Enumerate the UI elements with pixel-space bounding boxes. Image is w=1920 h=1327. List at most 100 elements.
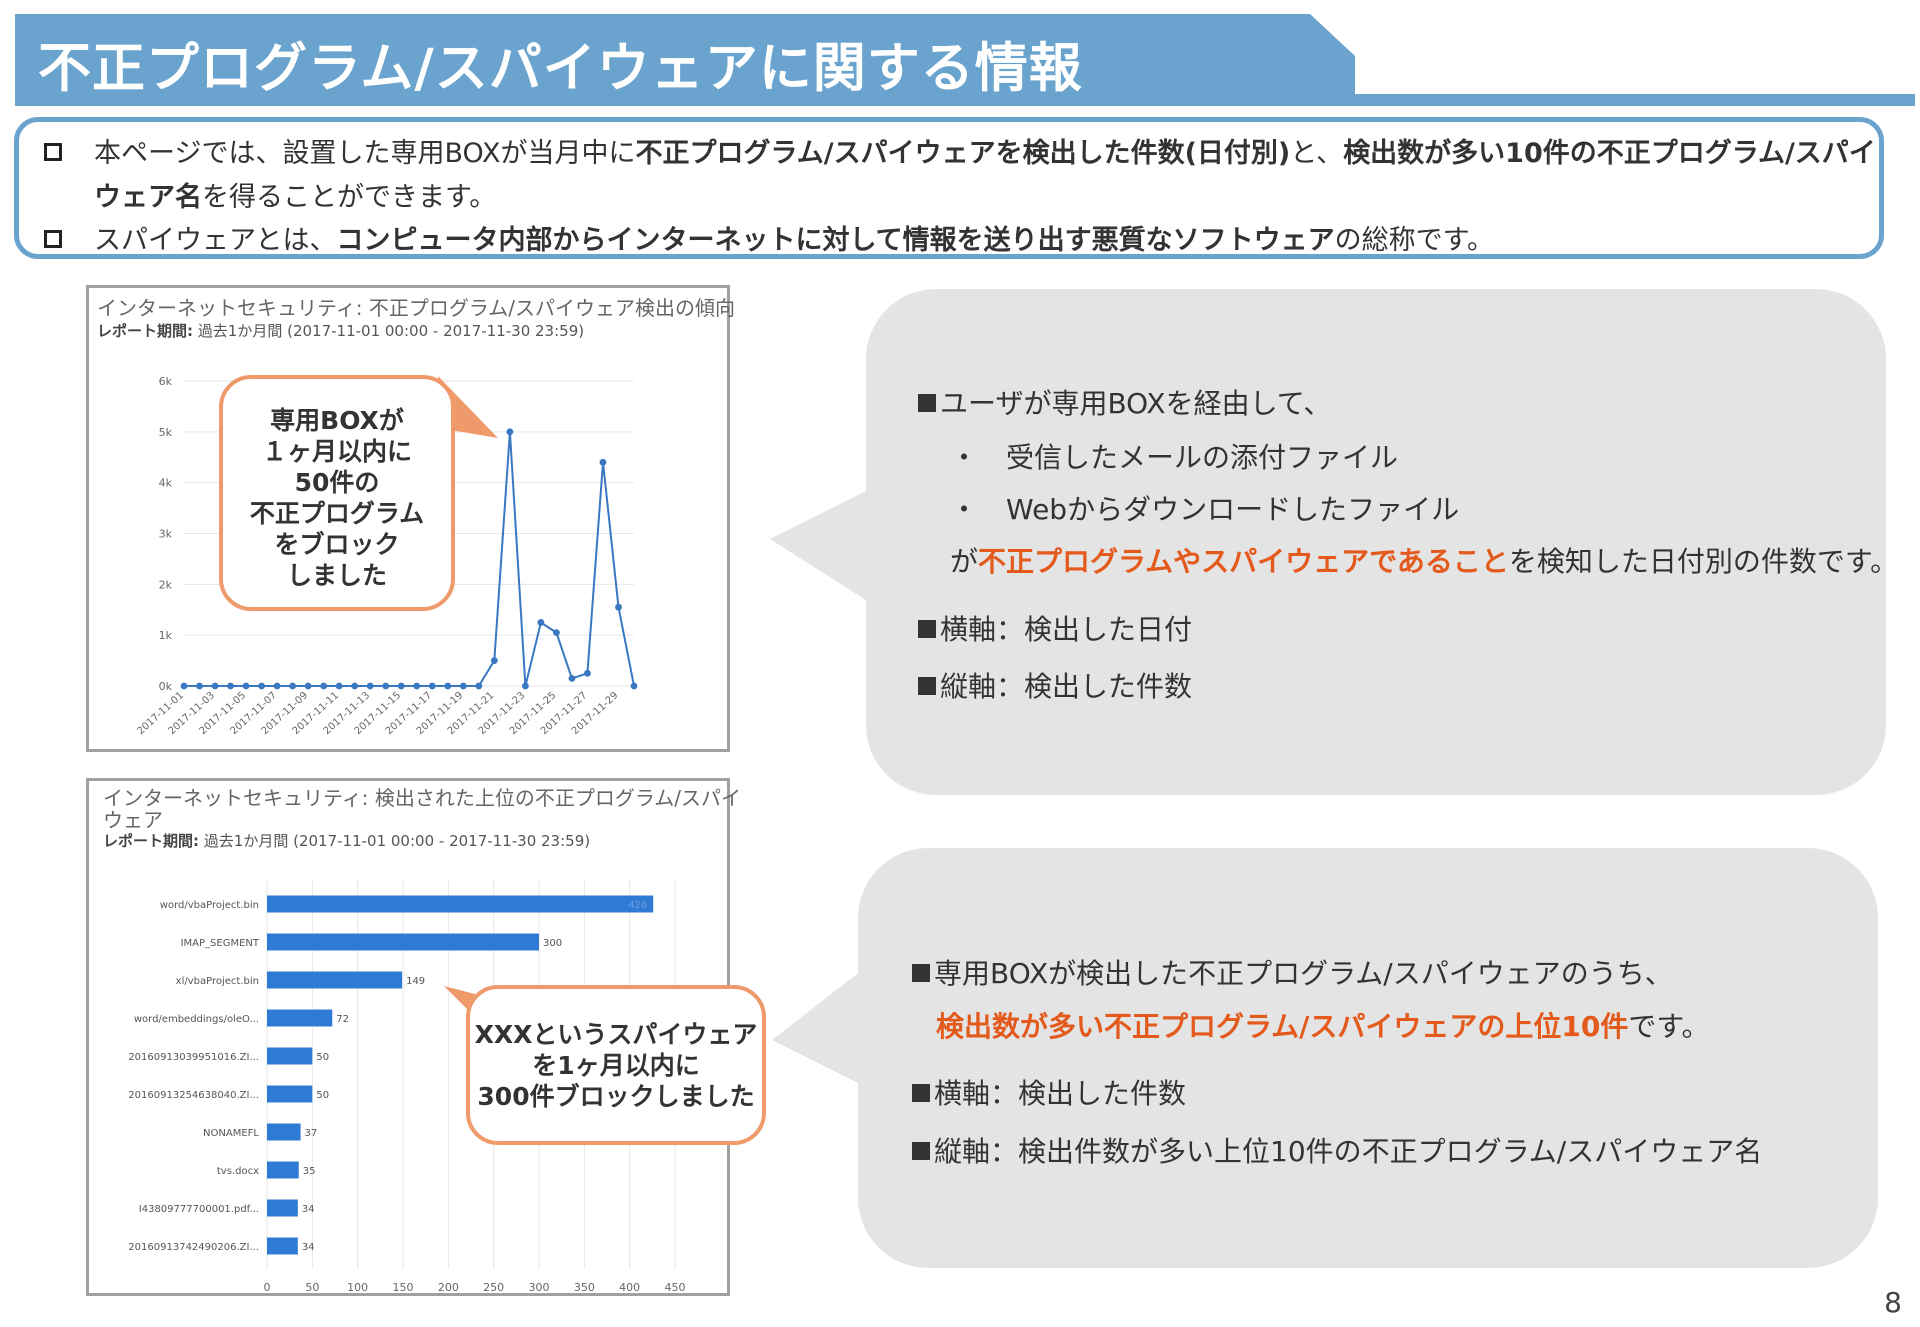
intro-line-1-segment: と、	[1290, 138, 1344, 169]
title-rule	[15, 94, 1915, 106]
bar	[267, 1085, 313, 1103]
report-period: レポート期間: 過去1か月間 (2017-11-01 00:00 - 2017-…	[103, 832, 591, 850]
data-point	[444, 682, 452, 690]
x-tick-label: 150	[393, 1281, 414, 1293]
intro-line-1-segment: 検出数が多い10件の不正プログラム/スパイ	[1343, 138, 1876, 169]
x-tick-label: 400	[619, 1281, 640, 1293]
data-point	[568, 674, 576, 682]
intro-line-3-segment: スパイウェアとは、	[94, 225, 337, 256]
data-point	[537, 619, 545, 626]
data-label: 72	[336, 1014, 349, 1025]
data-point	[490, 657, 498, 664]
intro-line-2-segment: を得ることができます。	[202, 182, 497, 213]
bubble2-yaxis: 縦軸：検出件数が多い上位10件の不正プログラム/スパイウェア名	[912, 1130, 1762, 1170]
x-tick-label: 0	[264, 1281, 271, 1293]
chart-panel-trend: インターネットセキュリティ: 不正プログラム/スパイウェア検出の傾向 レポート期…	[86, 285, 735, 752]
bubble1-yaxis: 縦軸：検出した件数	[918, 665, 1192, 705]
intro-line-3-segment: コンピュータ内部からインターネットに対して情報を送り出す悪質なソフトウェア	[336, 225, 1335, 256]
square-bullet-icon	[918, 620, 936, 638]
bubble-pointer	[770, 484, 880, 609]
bar	[267, 1237, 298, 1255]
callout-text-line: 50件の	[294, 468, 380, 497]
data-point	[304, 682, 312, 690]
x-tick-label: 50	[305, 1281, 319, 1293]
callout-text-line: を1ヶ月以内に	[532, 1051, 700, 1080]
data-label: 37	[305, 1128, 318, 1139]
x-tick-label: 350	[574, 1281, 595, 1293]
callout-text-line: １ヶ月以内に	[261, 437, 412, 466]
category-label: NONAMEFL	[203, 1128, 259, 1139]
data-point	[397, 682, 405, 690]
data-point	[273, 682, 281, 690]
square-bullet-icon	[912, 1142, 930, 1160]
data-label: 300	[543, 938, 562, 949]
y-tick-label: 2k	[159, 578, 173, 591]
data-label: 34	[302, 1204, 315, 1215]
callout-blocked-50: 専用BOXが １ヶ月以内に 50件の 不正プログラム をブロック しました	[219, 375, 455, 611]
category-label: word/vbaProject.bin	[160, 900, 259, 911]
data-point	[428, 682, 436, 690]
callout-text-line: 専用BOXが	[270, 406, 404, 435]
callout-text-line: をブロック	[274, 530, 400, 559]
checkbox-bullet-icon	[44, 230, 62, 248]
bar	[267, 1161, 299, 1179]
bubble1-xaxis: 横軸：検出した日付	[918, 608, 1192, 648]
data-point	[258, 682, 265, 690]
x-tick-label: 300	[529, 1281, 550, 1293]
category-label: xl/vbaProject.bin	[176, 976, 259, 987]
square-bullet-icon	[912, 964, 930, 982]
data-point	[366, 682, 374, 690]
data-point	[227, 682, 234, 690]
callout-text-line: XXXというスパイウェア	[474, 1020, 758, 1049]
chart-title-line-2: ウェア	[103, 808, 163, 832]
intro-line-2: ウェア名を得ることができます。	[94, 175, 496, 214]
category-label: 20160913742490206.ZI...	[128, 1242, 259, 1253]
y-tick-label: 1k	[159, 629, 173, 642]
data-point	[459, 682, 467, 690]
data-label: 50	[316, 1090, 329, 1101]
data-point	[320, 682, 328, 690]
bar	[267, 1123, 301, 1141]
callout-text-line: 300件ブロックしました	[477, 1082, 755, 1111]
y-tick-label: 0k	[159, 680, 173, 693]
page-title: 不正プログラム/スパイウェアに関する情報	[38, 38, 1083, 99]
data-point	[289, 682, 297, 690]
bar	[267, 1047, 313, 1065]
intro-line-3-segment: の総称です。	[1334, 225, 1494, 256]
speech-bubble-trend	[866, 289, 1886, 795]
bubble2-intro: 専用BOXが検出した不正プログラム/スパイウェアのうち、	[912, 952, 1673, 992]
page-number: 8	[1884, 1286, 1902, 1319]
data-point	[475, 682, 483, 690]
intro-line-3: スパイウェアとは、コンピュータ内部からインターネットに対して情報を送り出す悪質な…	[94, 218, 1494, 257]
x-tick-label: 100	[347, 1281, 368, 1293]
x-tick-label: 450	[665, 1281, 686, 1293]
y-tick-label: 4k	[159, 477, 173, 490]
speech-bubble-top10	[858, 848, 1878, 1268]
chart-title: インターネットセキュリティ: 不正プログラム/スパイウェア検出の傾向	[97, 296, 736, 320]
title-banner	[15, 14, 1355, 106]
intro-line-2-segment: ウェア名	[94, 182, 202, 213]
data-point	[242, 682, 250, 690]
data-point	[196, 682, 203, 690]
category-label: 20160913039951016.ZI...	[128, 1052, 259, 1063]
bubble1-summary: が不正プログラムやスパイウェアであることを検知した日付別の件数です。	[950, 545, 1899, 578]
bar	[267, 933, 539, 951]
category-label: I43809777700001.pdf...	[139, 1204, 259, 1215]
data-label: 149	[406, 976, 425, 987]
callout-text-line: しました	[286, 561, 387, 590]
intro-line-1: 本ページでは、設置した専用BOXが当月中に不正プログラム/スパイウェアを検出した…	[94, 131, 1876, 170]
bubble1-item-2: ・ Webからダウンロードしたファイル	[950, 493, 1460, 526]
data-label: 50	[316, 1052, 329, 1063]
data-point	[599, 458, 607, 466]
bubble2-xaxis: 横軸：検出した件数	[912, 1072, 1186, 1112]
bar	[267, 895, 654, 913]
line-chart: 0k1k2k3k4k5k6k2017-11-012017-11-032017-1…	[135, 375, 638, 737]
bubble-pointer	[772, 970, 862, 1085]
bubble2-highlight: 検出数が多い不正プログラム/スパイウェアの上位10件です。	[936, 1010, 1710, 1043]
intro-box	[14, 117, 1884, 259]
data-point	[521, 682, 529, 690]
y-tick-label: 5k	[159, 426, 173, 439]
x-tick-label: 250	[483, 1281, 504, 1293]
data-point	[382, 682, 390, 690]
data-point	[506, 428, 514, 436]
